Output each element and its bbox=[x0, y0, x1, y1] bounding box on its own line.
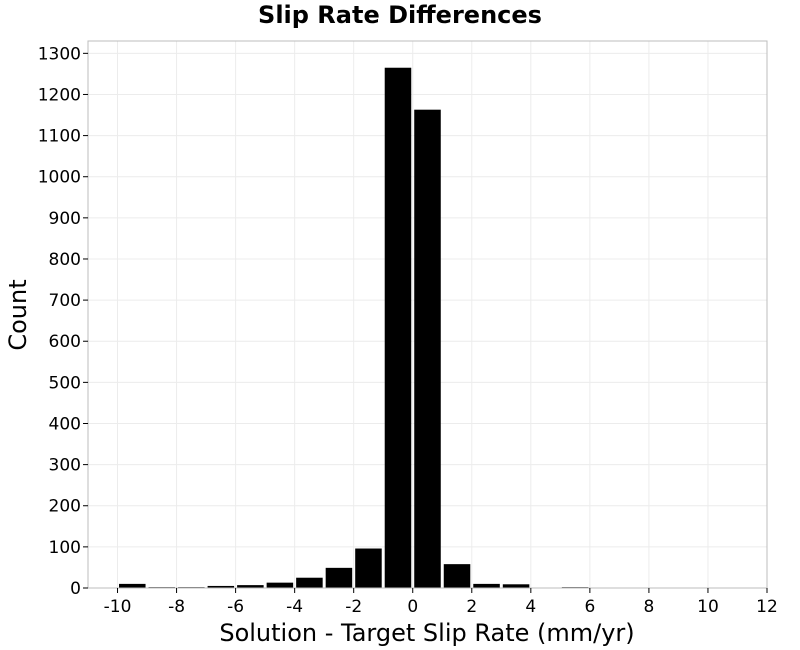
x-tick-label: -4 bbox=[286, 597, 303, 617]
y-tick-label: 600 bbox=[49, 332, 81, 352]
histogram-bar bbox=[296, 577, 323, 588]
y-tick-label: 1100 bbox=[38, 127, 81, 147]
x-tick-label: 6 bbox=[584, 597, 595, 617]
y-tick-label: 0 bbox=[70, 579, 81, 599]
y-tick-label: 700 bbox=[49, 291, 81, 311]
x-tick-label: 12 bbox=[756, 597, 778, 617]
histogram-bar bbox=[207, 585, 235, 588]
histogram-bar bbox=[355, 548, 382, 588]
histogram-bar bbox=[266, 582, 294, 588]
x-axis-ticks: -10 -8 -6 -4 -2 0 2 4 6 8 10 12 bbox=[104, 588, 778, 617]
x-tick-label: 2 bbox=[466, 597, 477, 617]
x-tick-label: 10 bbox=[697, 597, 719, 617]
histogram-bar bbox=[414, 109, 441, 588]
grid-lines bbox=[88, 41, 768, 589]
x-tick-label: -2 bbox=[345, 597, 362, 617]
histogram-bar bbox=[443, 564, 471, 588]
x-tick-label: 4 bbox=[525, 597, 536, 617]
y-tick-label: 100 bbox=[49, 538, 81, 558]
x-axis-label: Solution - Target Slip Rate (mm/yr) bbox=[219, 619, 634, 647]
y-tick-label: 800 bbox=[49, 250, 81, 270]
histogram-bar bbox=[502, 584, 530, 588]
y-tick-label: 200 bbox=[49, 497, 81, 517]
x-tick-label: -10 bbox=[104, 597, 132, 617]
y-tick-label: 400 bbox=[49, 414, 81, 434]
y-tick-label: 300 bbox=[49, 456, 81, 476]
x-tick-label: 0 bbox=[407, 597, 418, 617]
y-axis-label: Count bbox=[4, 279, 32, 350]
y-tick-label: 900 bbox=[49, 209, 81, 229]
histogram-bar bbox=[119, 583, 146, 588]
histogram-bar bbox=[325, 567, 353, 588]
histogram-bar bbox=[473, 583, 500, 588]
y-tick-label: 500 bbox=[49, 373, 81, 393]
x-tick-label: 8 bbox=[643, 597, 654, 617]
bars bbox=[119, 67, 589, 589]
x-tick-label: -8 bbox=[168, 597, 185, 617]
histogram-bar bbox=[237, 585, 264, 588]
x-tick-label: -6 bbox=[227, 597, 244, 617]
y-tick-label: 1300 bbox=[38, 44, 81, 64]
chart-title: Slip Rate Differences bbox=[258, 1, 542, 29]
y-axis-ticks: 0 100 200 300 400 500 600 700 800 900 1000 1100 1200… bbox=[38, 44, 88, 599]
y-tick-label: 1000 bbox=[38, 168, 81, 188]
plot-frame bbox=[87, 40, 768, 589]
histogram-bar bbox=[384, 67, 412, 588]
y-tick-label: 1200 bbox=[38, 85, 81, 105]
